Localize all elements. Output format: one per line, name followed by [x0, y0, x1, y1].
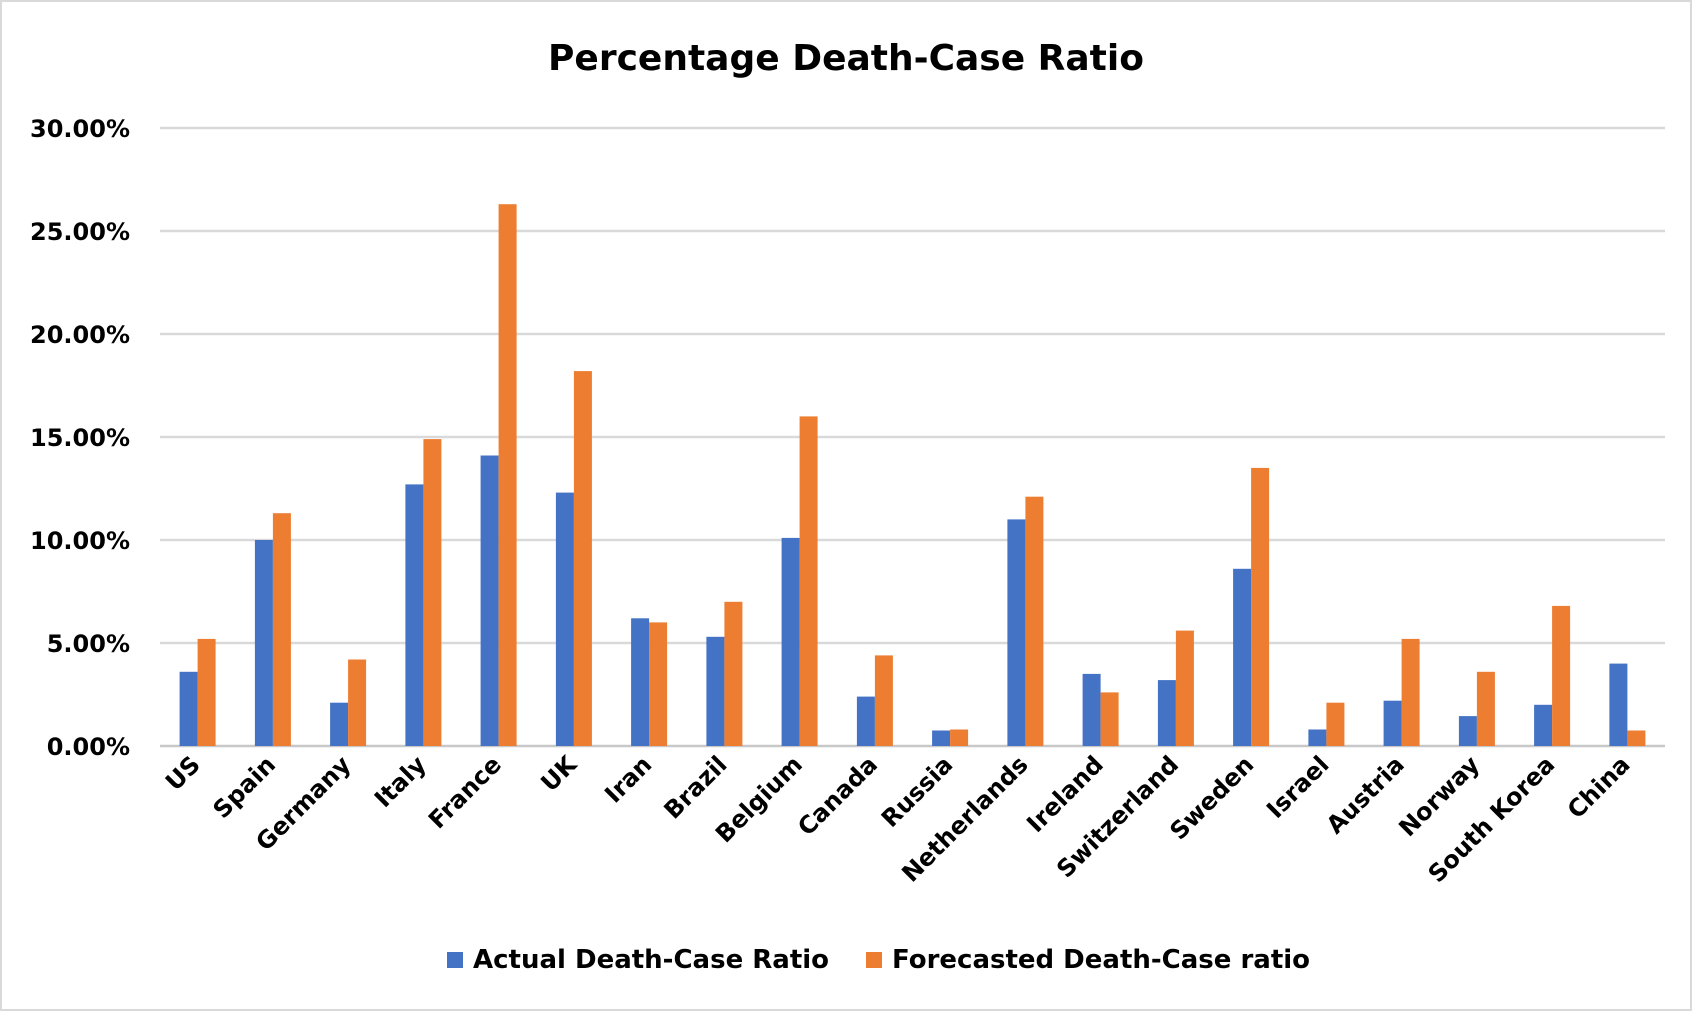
x-tick-label: France — [423, 750, 507, 834]
legend-swatch-actual — [447, 952, 463, 968]
bar-forecast-iran — [649, 622, 668, 746]
y-tick-label: 0.00% — [47, 733, 130, 761]
x-tick-label: Brazil — [659, 750, 733, 824]
y-tick-label: 20.00% — [30, 321, 130, 349]
bar-actual-canada — [856, 696, 875, 746]
bar-actual-italy — [405, 484, 424, 746]
bar-forecast-spain — [272, 513, 291, 746]
legend-entry-forecast: Forecasted Death-Case ratio — [866, 942, 1310, 978]
bar-forecast-italy — [423, 439, 442, 746]
bar-actual-iran — [631, 618, 650, 746]
x-tick-label: Israel — [1261, 750, 1334, 823]
x-tick-label: Italy — [369, 750, 432, 813]
bar-forecast-austria — [1401, 638, 1420, 746]
bar-forecast-uk — [573, 371, 592, 746]
y-axis-tick-labels: 0.00% 5.00% 10.00% 15.00% 20.00% 25.00% 30.00% — [30, 115, 130, 761]
bar-actual-uk — [555, 492, 574, 746]
bar-actual-france — [480, 455, 499, 746]
bar-actual-norway — [1458, 716, 1477, 746]
bar-forecast-brazil — [724, 601, 743, 746]
bar-actual-russia — [932, 730, 951, 746]
y-tick-label: 15.00% — [30, 424, 130, 452]
x-tick-label: Spain — [208, 750, 282, 824]
bar-forecast-sweden — [1251, 467, 1270, 746]
bar-actual-south-korea — [1534, 704, 1553, 746]
legend-entry-actual: Actual Death-Case Ratio — [447, 942, 829, 978]
bar-actual-netherlands — [1007, 519, 1026, 746]
bar-forecast-israel — [1326, 702, 1345, 746]
y-tick-label: 30.00% — [30, 115, 130, 143]
bar-forecast-south-korea — [1552, 605, 1571, 746]
x-tick-label: UK — [535, 749, 583, 797]
bar-forecast-canada — [874, 655, 893, 746]
bar-actual-spain — [254, 540, 273, 746]
bar-actual-brazil — [706, 636, 725, 746]
bar-actual-germany — [330, 702, 349, 746]
bar-actual-china — [1609, 663, 1628, 746]
bar-actual-us — [179, 671, 198, 746]
bar-forecast-belgium — [799, 416, 818, 746]
x-tick-label: US — [160, 750, 206, 796]
x-tick-label: Canada — [792, 750, 883, 841]
bar-forecast-germany — [348, 659, 367, 746]
bar-forecast-ireland — [1100, 692, 1119, 746]
bar-forecast-russia — [950, 729, 969, 746]
x-tick-label: Sweden — [1164, 750, 1259, 845]
bar-actual-ireland — [1082, 673, 1101, 746]
y-tick-label: 10.00% — [30, 527, 130, 555]
bar-actual-austria — [1383, 700, 1402, 746]
bar-actual-belgium — [781, 537, 800, 746]
y-tick-label: 25.00% — [30, 218, 130, 246]
bar-forecast-china — [1627, 730, 1646, 746]
bar-forecast-us — [197, 638, 216, 746]
chart-title: Percentage Death-Case Ratio — [548, 38, 1144, 79]
bar-forecast-netherlands — [1025, 496, 1044, 746]
legend-label-actual: Actual Death-Case Ratio — [473, 945, 830, 975]
bar-actual-israel — [1308, 729, 1327, 746]
bar-forecast-norway — [1476, 671, 1495, 746]
x-tick-label: China — [1562, 750, 1636, 824]
bars — [179, 204, 1646, 746]
bar-forecast-france — [498, 204, 517, 746]
gridlines — [160, 126, 1665, 748]
bar-actual-sweden — [1233, 568, 1252, 746]
y-tick-label: 5.00% — [47, 630, 130, 658]
legend-label-forecast: Forecasted Death-Case ratio — [892, 945, 1311, 975]
bar-forecast-switzerland — [1175, 630, 1194, 746]
legend-swatch-forecast — [866, 952, 882, 968]
bar-actual-switzerland — [1157, 680, 1176, 746]
x-tick-label: Iran — [599, 750, 657, 808]
